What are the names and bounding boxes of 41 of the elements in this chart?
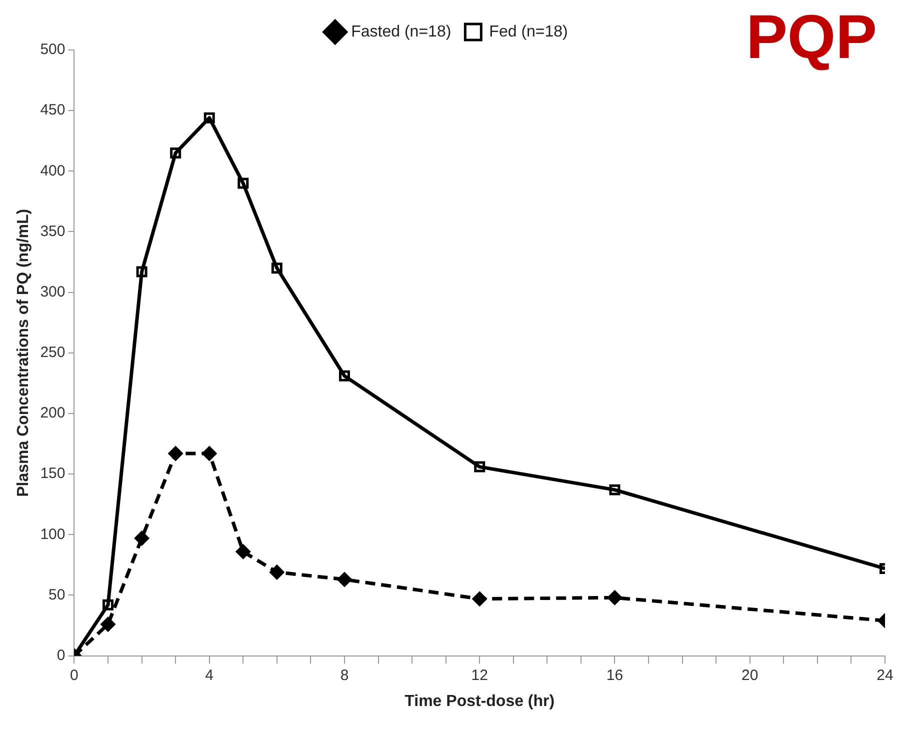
legend-label: Fed (n=18) bbox=[489, 23, 568, 40]
point bbox=[134, 531, 150, 546]
x-axis-title: Time Post-dose (hr) bbox=[404, 692, 555, 710]
point bbox=[202, 446, 217, 461]
x-tick-label: 12 bbox=[471, 666, 488, 684]
y-tick-label: 0 bbox=[56, 646, 66, 664]
y-tick-label: 400 bbox=[40, 162, 66, 180]
point bbox=[238, 178, 249, 189]
point bbox=[474, 461, 486, 472]
point bbox=[236, 544, 250, 559]
point bbox=[607, 590, 622, 605]
legend-label: Fasted (n=18) bbox=[351, 23, 452, 40]
point bbox=[204, 112, 215, 124]
x-tick-label: 24 bbox=[876, 666, 894, 684]
point bbox=[338, 370, 350, 382]
x-tick-label: 20 bbox=[742, 666, 758, 684]
point bbox=[271, 262, 282, 274]
x-tick-label: 8 bbox=[340, 666, 349, 684]
y-axis-title: Plasma Concentrations of PQ (ng/mL) bbox=[15, 208, 32, 497]
point bbox=[472, 592, 487, 606]
y-tick-label: 300 bbox=[40, 283, 66, 300]
point bbox=[270, 564, 284, 580]
x-tick-label: 16 bbox=[606, 666, 624, 684]
point bbox=[168, 446, 183, 461]
y-tick-label: 50 bbox=[48, 586, 66, 604]
y-tick-label: 100 bbox=[40, 526, 66, 543]
y-tick-label: 500 bbox=[40, 41, 66, 58]
annotation: PQP bbox=[746, 3, 877, 72]
y-tick-label: 150 bbox=[40, 465, 66, 482]
point bbox=[337, 572, 352, 587]
y-tick-label: 350 bbox=[40, 222, 66, 240]
point bbox=[102, 599, 114, 610]
point bbox=[609, 484, 620, 496]
y-tick-label: 250 bbox=[40, 344, 66, 362]
x-tick-label: 4 bbox=[205, 666, 214, 684]
point bbox=[136, 266, 148, 278]
y-tick-label: 450 bbox=[40, 102, 66, 119]
point bbox=[100, 617, 116, 632]
x-tick-label: 0 bbox=[70, 666, 78, 684]
point bbox=[170, 147, 182, 158]
y-tick-label: 200 bbox=[40, 404, 66, 422]
